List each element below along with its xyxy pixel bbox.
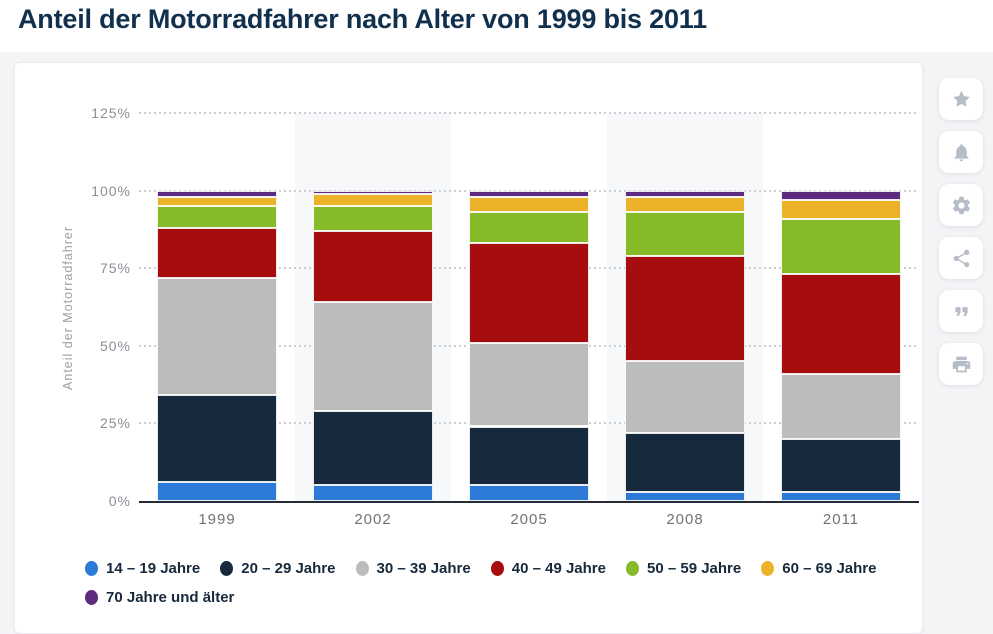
stacked-bar-chart: 0% 25% 50% 75% 100% 125% 1999 2002 2005 2008 2011 xyxy=(15,63,920,533)
bar-segment[interactable] xyxy=(313,206,433,231)
bar-segment[interactable] xyxy=(313,410,433,486)
y-axis-title: Anteil der Motorradfahrer xyxy=(61,226,75,390)
legend-item[interactable]: 40 – 49 Jahre xyxy=(490,555,606,581)
bar-segment[interactable] xyxy=(469,342,589,427)
y-axis-tick-label: 25% xyxy=(99,415,131,432)
legend-label: 20 – 29 Jahre xyxy=(241,559,336,577)
bar-segment[interactable] xyxy=(469,196,589,213)
legend-label: 14 – 19 Jahre xyxy=(106,559,201,577)
x-axis-label: 1999 xyxy=(198,511,236,528)
y-axis-tick-label: 125% xyxy=(91,105,131,121)
x-axis-label: 2008 xyxy=(666,511,704,528)
legend-label: 30 – 39 Jahre xyxy=(376,559,471,577)
bar-segment[interactable] xyxy=(625,212,745,256)
bar-segment[interactable] xyxy=(781,274,901,374)
cite-button[interactable] xyxy=(939,290,983,332)
legend-label: 50 – 59 Jahre xyxy=(647,559,742,577)
bar-segment[interactable] xyxy=(157,482,277,501)
bar-segment[interactable] xyxy=(157,227,277,278)
legend-marker-icon xyxy=(85,560,98,576)
quote-icon xyxy=(954,306,968,316)
settings-button[interactable] xyxy=(939,184,983,226)
print-button[interactable] xyxy=(939,343,983,385)
gear-icon xyxy=(952,196,970,214)
bar-segment[interactable] xyxy=(625,432,745,492)
bar-segment[interactable] xyxy=(781,491,901,501)
alerts-button[interactable] xyxy=(939,131,983,173)
x-axis-line xyxy=(139,501,919,503)
favorite-button[interactable] xyxy=(939,78,983,120)
bar-segment[interactable] xyxy=(781,438,901,492)
star-icon xyxy=(952,90,970,107)
bar-segment[interactable] xyxy=(625,196,745,213)
bar-segment[interactable] xyxy=(157,206,277,228)
legend-marker-icon xyxy=(761,560,775,576)
bar-segment[interactable] xyxy=(469,212,589,244)
bar-segment[interactable] xyxy=(469,485,589,501)
bell-icon xyxy=(954,143,968,161)
legend-item[interactable]: 60 – 69 Jahre xyxy=(761,555,877,581)
legend-marker-icon xyxy=(490,560,504,576)
legend-item[interactable]: 50 – 59 Jahre xyxy=(626,555,741,581)
legend-marker-icon xyxy=(626,560,639,576)
bar-segment[interactable] xyxy=(313,193,433,207)
legend-item[interactable]: 70 Jahre und älter xyxy=(85,584,234,610)
action-sidebar xyxy=(939,78,983,385)
y-axis-tick-label: 50% xyxy=(99,337,131,354)
bar-segment[interactable] xyxy=(157,190,277,197)
bar-segment[interactable] xyxy=(625,190,745,197)
y-axis-tick-label: 100% xyxy=(91,182,131,199)
x-axis-label: 2011 xyxy=(822,511,860,528)
y-axis-tick-label: 0% xyxy=(108,493,131,509)
bar-segment[interactable] xyxy=(157,196,277,207)
page-header: Anteil der Motorradfahrer nach Alter von… xyxy=(0,0,993,52)
bar-segment[interactable] xyxy=(781,199,901,219)
bar-segment[interactable] xyxy=(469,243,589,343)
share-button[interactable] xyxy=(939,237,983,279)
bar-segment[interactable] xyxy=(313,190,433,194)
legend-marker-icon xyxy=(85,589,98,605)
legend-item[interactable]: 30 – 39 Jahre xyxy=(355,555,471,581)
x-axis-label: 2002 xyxy=(354,511,392,528)
legend-label: 60 – 69 Jahre xyxy=(782,559,877,577)
legend-label: 70 Jahre und älter xyxy=(106,588,235,606)
gridline xyxy=(139,112,919,114)
bar-segment[interactable] xyxy=(313,230,433,303)
legend-item[interactable]: 14 – 19 Jahre xyxy=(85,555,200,581)
bar-segment[interactable] xyxy=(625,255,745,362)
bar-segment[interactable] xyxy=(625,361,745,433)
page-title: Anteil der Motorradfahrer nach Alter von… xyxy=(18,4,707,34)
share-icon xyxy=(953,249,969,267)
x-axis-label: 2005 xyxy=(510,511,548,528)
bar-segment[interactable] xyxy=(625,491,745,501)
y-axis-tick-label: 75% xyxy=(99,260,131,277)
bar-segment[interactable] xyxy=(469,426,589,486)
bar-segment[interactable] xyxy=(469,190,589,197)
legend-item[interactable]: 20 – 29 Jahre xyxy=(220,555,336,581)
bar-segment[interactable] xyxy=(157,395,277,483)
chart-card: 0% 25% 50% 75% 100% 125% 1999 2002 2005 2008 2011 … xyxy=(14,62,923,634)
legend-label: 40 – 49 Jahre xyxy=(511,559,606,577)
legend-marker-icon xyxy=(220,560,234,576)
bar-segment[interactable] xyxy=(313,302,433,411)
chart-legend: 14 – 19 Jahre 20 – 29 Jahre 30 – 39 Jahre 4… xyxy=(85,555,925,610)
bar-segment[interactable] xyxy=(781,190,901,200)
bar-segment[interactable] xyxy=(781,373,901,439)
legend-marker-icon xyxy=(355,560,369,576)
bar-segment[interactable] xyxy=(313,485,433,501)
bar-segment[interactable] xyxy=(157,277,277,396)
print-icon xyxy=(952,356,970,372)
bar-segment[interactable] xyxy=(781,218,901,275)
